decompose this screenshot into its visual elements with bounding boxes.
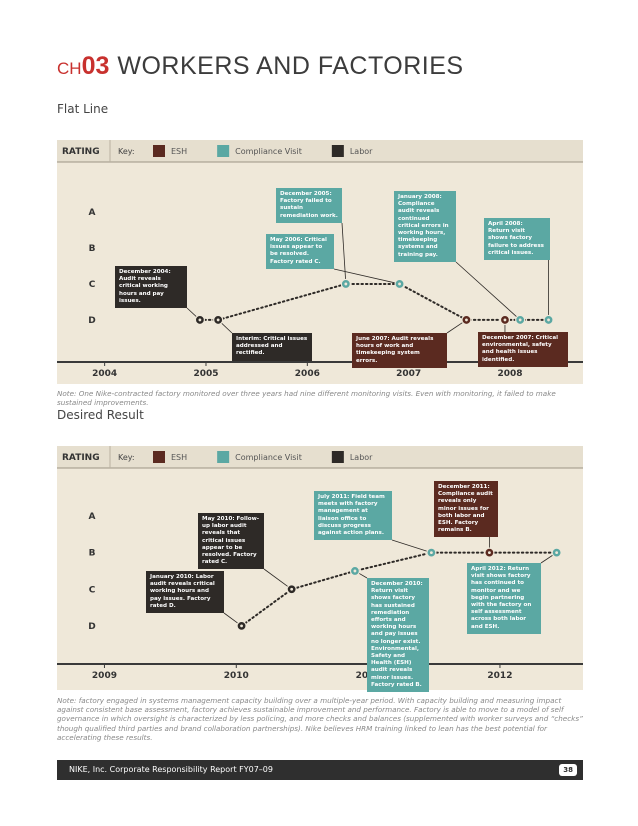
callout: December 2010: Return visit shows factor… [367, 578, 429, 693]
callout: May 2010: Follow-up labor audit reveals … [198, 513, 264, 570]
event-point-center [290, 587, 294, 591]
y-tick-label: A [89, 208, 96, 218]
y-tick-label: C [89, 585, 96, 595]
section-title: Flat Line [57, 102, 109, 116]
callout: Interim: Critical issues addressed and r… [232, 333, 312, 361]
x-tick-label: 2005 [193, 369, 218, 379]
event-point-center [198, 318, 202, 322]
y-tick-label: D [88, 622, 95, 632]
chapter-header: CH03 WORKERS AND FACTORIES [57, 52, 464, 81]
callout: May 2006: Critical issues appear to be r… [266, 234, 334, 269]
callout: January 2008: Compliance audit reveals c… [394, 191, 456, 262]
legend-label: ESH [171, 453, 187, 462]
panel-header [57, 140, 583, 162]
y-tick-label: B [89, 549, 96, 559]
note: Note: factory engaged in systems managem… [57, 696, 583, 742]
legend-label: Compliance Visit [235, 147, 302, 156]
callout: June 2007: Audit reveals hours of work a… [352, 333, 447, 368]
event-point-center [240, 624, 243, 628]
rating-line [240, 551, 558, 627]
x-tick-label: 2012 [487, 671, 512, 681]
y-tick-label: A [89, 512, 96, 522]
chapter-number: 03 [81, 52, 110, 80]
legend-swatch [153, 451, 165, 463]
event-point-center [503, 318, 507, 322]
callout: December 2007: Critical environmental, s… [478, 332, 568, 367]
event-point-center [465, 318, 468, 322]
callout: July 2011: Field team meets with factory… [314, 491, 392, 541]
x-tick-label: 2007 [396, 369, 421, 379]
key-label: Key: [118, 453, 135, 462]
y-tick-label: B [89, 244, 96, 254]
panel-header [57, 446, 583, 468]
key-label: Key: [118, 147, 135, 156]
chapter-prefix: CH [57, 59, 82, 78]
callout: December 2011: Compliance audit reveals … [434, 481, 498, 538]
x-tick-label: 2004 [92, 369, 117, 379]
x-tick-label: 2009 [92, 671, 117, 681]
event-point-center [216, 318, 220, 322]
y-tick-label: D [88, 316, 95, 326]
event-point-center [353, 569, 357, 573]
page-number: 38 [559, 764, 577, 776]
y-tick-label: C [89, 280, 96, 290]
legend-label: Labor [350, 147, 373, 156]
chapter-title: WORKERS AND FACTORIES [117, 52, 464, 80]
callout-line [391, 539, 432, 554]
callout-line [455, 261, 521, 321]
callout-line [341, 222, 347, 284]
footer-text: NIKE, Inc. Corporate Responsibility Repo… [69, 765, 273, 774]
legend-label: Labor [350, 453, 373, 462]
event-point-center [344, 282, 348, 286]
callout: December 2005: Factory failed to sustain… [276, 188, 342, 223]
event-point-center [429, 551, 433, 555]
x-tick-label: 2006 [295, 369, 320, 379]
callout: April 2008: Return visit shows factory f… [484, 218, 550, 261]
legend-label: ESH [171, 147, 187, 156]
section-title: Desired Result [57, 408, 144, 422]
x-tick-label: 2010 [224, 671, 249, 681]
event-point-center [398, 282, 401, 286]
legend-swatch [217, 145, 230, 157]
legend-swatch [217, 451, 230, 463]
event-point-center [547, 318, 550, 322]
footer: NIKE, Inc. Corporate Responsibility Repo… [57, 760, 583, 780]
event-point-center [555, 551, 559, 555]
rating-label: RATING [62, 147, 100, 157]
x-tick-label: 2008 [497, 369, 522, 379]
callout-line [333, 268, 400, 285]
callout: December 2004: Audit reveals critical wo… [115, 266, 187, 309]
callout: January 2010: Labor audit reveals critic… [146, 571, 224, 614]
rating-label: RATING [62, 453, 100, 463]
note: Note: One Nike-contracted factory monito… [57, 389, 556, 408]
legend-swatch [331, 145, 344, 157]
legend-swatch [331, 451, 344, 463]
event-point-center [518, 318, 522, 322]
legend-swatch [153, 145, 165, 157]
callout-line [263, 568, 292, 590]
legend-label: Compliance Visit [235, 453, 302, 462]
callout: April 2012: Return visit shows factory h… [467, 563, 541, 634]
event-point-center [488, 551, 491, 555]
rating-line [198, 282, 550, 321]
